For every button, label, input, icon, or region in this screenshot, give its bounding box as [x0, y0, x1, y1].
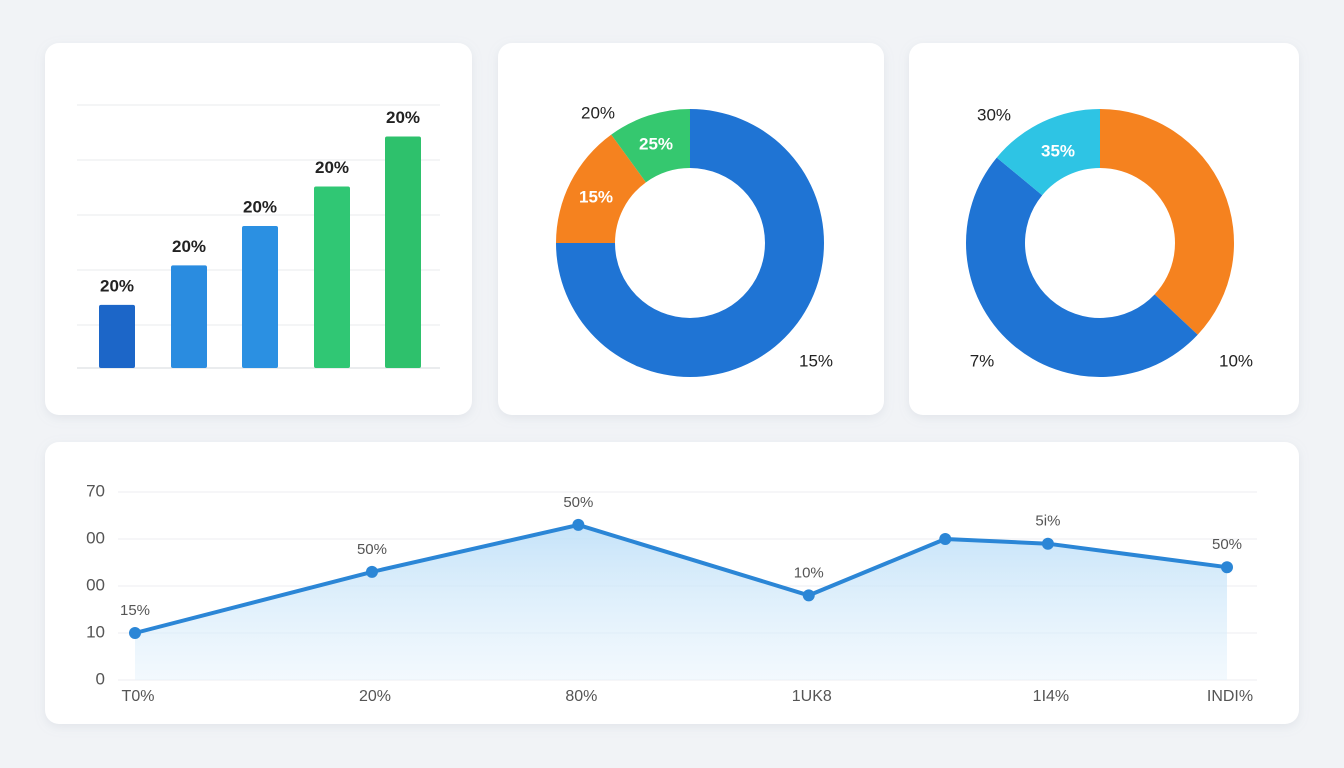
x-tick-label: 1UK8	[792, 688, 832, 705]
area	[135, 524, 1227, 680]
point	[572, 518, 585, 531]
point	[802, 589, 815, 602]
bar	[99, 304, 135, 368]
donut-label: 10%	[1219, 351, 1253, 370]
x-tick-label: 80%	[565, 688, 597, 705]
donut-label: 20%	[581, 103, 615, 122]
y-tick-label: 00	[86, 528, 105, 547]
donut-label: 7%	[970, 351, 995, 370]
point-label: 50%	[357, 541, 387, 558]
point-label: 15%	[120, 602, 150, 619]
x-tick-label: 20%	[359, 688, 391, 705]
point-label: 10%	[794, 564, 824, 581]
y-tick-label: 00	[86, 575, 105, 594]
bar	[242, 225, 278, 368]
donut-label: 15%	[579, 187, 613, 206]
bar	[171, 265, 207, 368]
bar-label: 20%	[100, 276, 134, 295]
donut-segment	[556, 109, 824, 377]
donut-segment	[1100, 109, 1234, 335]
y-tick-label: 10	[86, 622, 105, 641]
point	[129, 627, 141, 639]
donut-segment	[556, 134, 646, 243]
point	[1041, 537, 1054, 550]
donut-label: 30%	[977, 105, 1011, 124]
bar-label: 20%	[386, 108, 420, 127]
point	[1221, 561, 1233, 574]
point-label: 50%	[563, 494, 593, 511]
donut-segment	[996, 109, 1100, 196]
donut-label: 25%	[639, 134, 673, 153]
point	[939, 533, 952, 545]
y-tick-label: 70	[86, 481, 105, 500]
bar	[314, 186, 350, 368]
point-label: 5i%	[1035, 513, 1060, 530]
bar	[385, 136, 421, 368]
donut-label: 15%	[799, 351, 833, 370]
bar-label: 20%	[315, 158, 349, 177]
point-label: 50%	[1212, 536, 1242, 553]
x-tick-label: 1I4%	[1033, 688, 1069, 705]
donut-segment	[966, 157, 1198, 377]
x-tick-label: T0%	[122, 688, 155, 705]
point	[365, 565, 378, 578]
y-tick-label: 0	[96, 669, 105, 688]
bar-label: 20%	[172, 237, 206, 256]
bar-label: 20%	[243, 197, 277, 216]
donut-label: 35%	[1041, 141, 1075, 160]
donut-segment	[611, 109, 690, 183]
x-tick-label: INDI%	[1207, 688, 1253, 705]
